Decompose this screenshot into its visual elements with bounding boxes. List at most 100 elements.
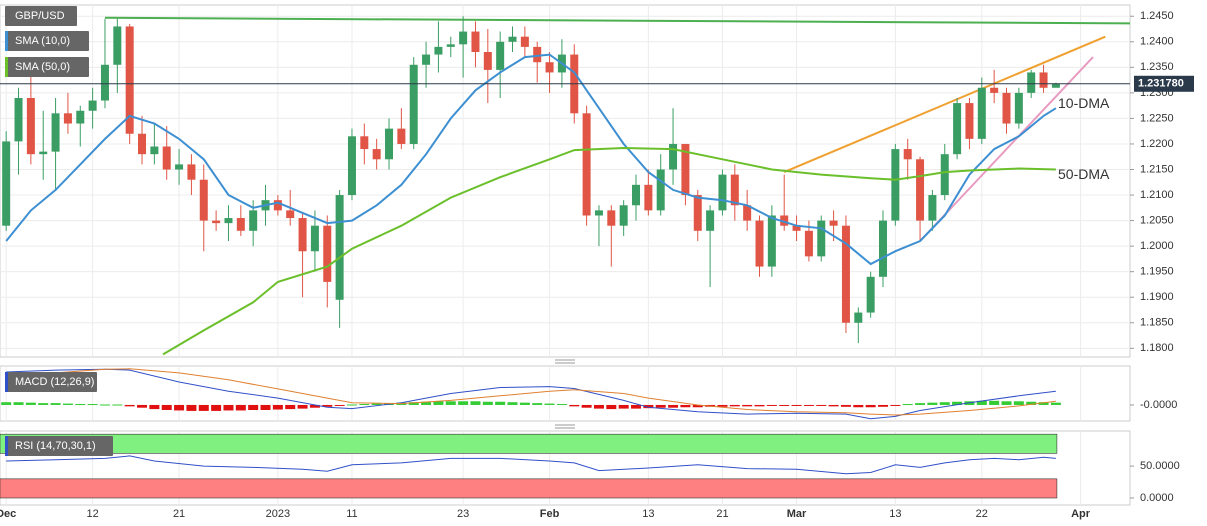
candle-body bbox=[1002, 92, 1011, 124]
histogram-bar bbox=[99, 404, 110, 406]
candle-body bbox=[607, 210, 616, 226]
histogram-bar bbox=[939, 402, 950, 405]
histogram-bar bbox=[519, 402, 530, 405]
candle-body bbox=[76, 110, 85, 124]
candle-body bbox=[360, 136, 369, 150]
label-swatch bbox=[5, 31, 8, 51]
histogram-bar bbox=[1038, 402, 1049, 405]
candle-body bbox=[1014, 92, 1023, 124]
candle-body bbox=[113, 26, 122, 65]
moving-average bbox=[162, 146, 1056, 356]
candle-body bbox=[187, 164, 196, 180]
candle-body bbox=[644, 184, 653, 211]
candle-body bbox=[780, 215, 789, 226]
x-tick-label: 22 bbox=[976, 508, 988, 520]
candle-body bbox=[100, 64, 109, 101]
histogram-bar bbox=[729, 404, 740, 407]
candle-body bbox=[940, 154, 949, 196]
candle-body bbox=[483, 52, 492, 70]
candle-body bbox=[632, 184, 641, 206]
histogram-bar bbox=[655, 404, 666, 408]
candle-body bbox=[162, 146, 171, 170]
histogram-bar bbox=[878, 404, 889, 407]
histogram-bar bbox=[717, 404, 728, 407]
label-text: RSI (14,70,30,1) bbox=[15, 440, 96, 452]
histogram-bar bbox=[779, 404, 790, 406]
label-text: MACD (12,26,9) bbox=[15, 376, 94, 388]
candle-body bbox=[977, 87, 986, 139]
candle-body bbox=[582, 113, 591, 216]
x-tick-label: Feb bbox=[540, 508, 560, 520]
candle-body bbox=[879, 220, 888, 277]
candle-body bbox=[347, 136, 356, 196]
x-tick-label: Mar bbox=[787, 508, 807, 520]
candle-body bbox=[545, 62, 554, 73]
candle-body bbox=[199, 179, 208, 221]
histogram-bar bbox=[161, 404, 172, 410]
histogram-bar bbox=[25, 402, 36, 405]
histogram-bar bbox=[62, 403, 73, 405]
histogram-bar bbox=[322, 404, 333, 407]
y-tick-label: 1.2450 bbox=[1140, 10, 1174, 22]
candle-body bbox=[310, 225, 319, 252]
candle-body bbox=[125, 26, 134, 134]
label-box bbox=[5, 31, 89, 51]
candle-body bbox=[681, 143, 690, 196]
histogram-bar bbox=[359, 404, 370, 406]
x-tick-label: 21 bbox=[173, 508, 185, 520]
candle-body bbox=[866, 276, 875, 313]
candle-body bbox=[1027, 72, 1036, 93]
label-swatch bbox=[5, 57, 8, 77]
candle-body bbox=[730, 174, 739, 206]
candle-body bbox=[520, 36, 529, 47]
histogram-bar bbox=[692, 404, 703, 408]
candle-body bbox=[175, 164, 184, 170]
candle-body bbox=[224, 218, 233, 224]
rsi-line bbox=[6, 455, 1056, 475]
label-box bbox=[5, 6, 77, 26]
x-tick-label: 13 bbox=[889, 508, 901, 520]
y-tick-label: 1.2150 bbox=[1140, 163, 1174, 175]
histogram-bar bbox=[149, 404, 160, 410]
histogram-bar bbox=[976, 400, 987, 405]
y-tick-label: 1.1950 bbox=[1140, 266, 1174, 278]
last-price-label: 1.231780 bbox=[1138, 78, 1184, 90]
candle-body bbox=[829, 220, 838, 226]
oversold-band bbox=[0, 478, 1058, 499]
histogram-bar bbox=[137, 404, 148, 408]
histogram-bar bbox=[38, 403, 49, 405]
candle-body bbox=[459, 31, 468, 45]
candle-body bbox=[755, 220, 764, 267]
panel-grip[interactable] bbox=[555, 359, 575, 364]
histogram-bar bbox=[124, 404, 135, 407]
label-box bbox=[5, 436, 113, 456]
candle-body bbox=[718, 174, 727, 211]
candle-body bbox=[249, 210, 258, 231]
panel-grip[interactable] bbox=[555, 424, 575, 429]
moving-average bbox=[5, 53, 1057, 266]
candle-body bbox=[397, 128, 406, 144]
histogram-bar bbox=[1013, 401, 1024, 405]
histogram-bar bbox=[556, 404, 567, 406]
candle-body bbox=[533, 46, 542, 63]
candle-body bbox=[804, 230, 813, 257]
histogram-bar bbox=[606, 404, 617, 410]
histogram-bar bbox=[680, 404, 691, 408]
candle-body bbox=[953, 103, 962, 155]
histogram-bar bbox=[532, 403, 543, 405]
candle-body bbox=[619, 205, 628, 226]
candle-body bbox=[372, 149, 381, 160]
y-tick-label: 1.1900 bbox=[1140, 291, 1174, 303]
histogram-bar bbox=[458, 401, 469, 405]
candle-body bbox=[656, 169, 665, 211]
histogram-bar bbox=[482, 401, 493, 405]
histogram-bar bbox=[742, 404, 753, 407]
y-tick-label: 50.0000 bbox=[1140, 460, 1180, 472]
histogram-bar bbox=[297, 404, 308, 409]
histogram-bar bbox=[643, 404, 654, 409]
histogram-bar bbox=[1001, 401, 1012, 405]
x-tick-label: 21 bbox=[716, 508, 728, 520]
x-tick-label: Apr bbox=[1071, 508, 1091, 520]
histogram-bar bbox=[309, 404, 320, 408]
